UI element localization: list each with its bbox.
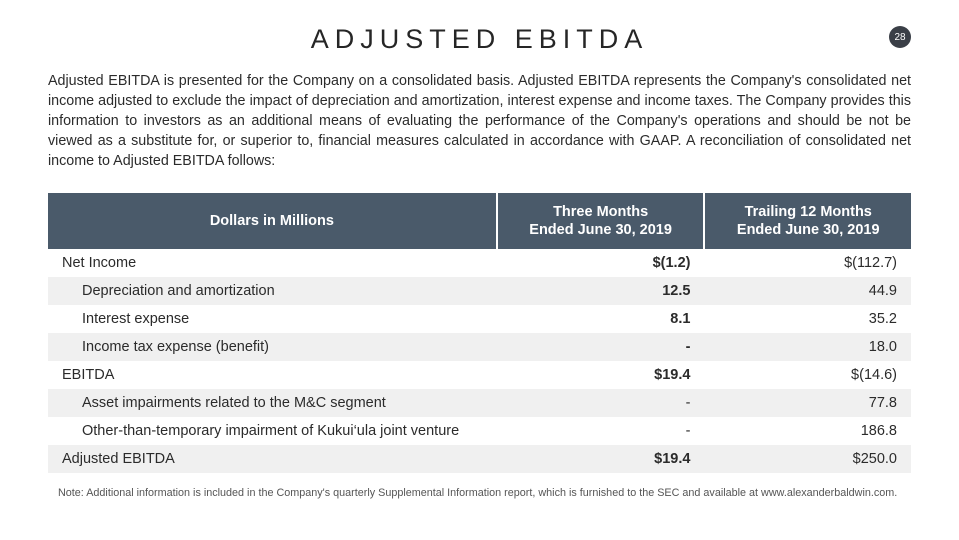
- row-label: Net Income: [48, 249, 497, 277]
- row-value-ttm: $(112.7): [704, 249, 911, 277]
- row-label: Asset impairments related to the M&C seg…: [48, 389, 497, 417]
- row-label: Interest expense: [48, 305, 497, 333]
- page-number: 28: [894, 32, 905, 43]
- row-label: Depreciation and amortization: [48, 277, 497, 305]
- row-value-3mo: 12.5: [497, 277, 705, 305]
- footnote: Note: Additional information is included…: [48, 487, 911, 499]
- row-value-ttm: 186.8: [704, 417, 911, 445]
- slide: 28 ADJUSTED EBITDA Adjusted EBITDA is pr…: [0, 0, 959, 540]
- page-title: ADJUSTED EBITDA: [48, 24, 911, 55]
- row-value-ttm: 77.8: [704, 389, 911, 417]
- table-row: Depreciation and amortization12.544.9: [48, 277, 911, 305]
- row-value-3mo: -: [497, 333, 705, 361]
- row-label: Income tax expense (benefit): [48, 333, 497, 361]
- row-value-ttm: 44.9: [704, 277, 911, 305]
- row-value-3mo: 8.1: [497, 305, 705, 333]
- table-row: Net Income$(1.2)$(112.7): [48, 249, 911, 277]
- page-number-badge: 28: [889, 26, 911, 48]
- col-header-3mo-line1: Three Months: [553, 204, 648, 220]
- table-row: Other-than-temporary impairment of Kukui…: [48, 417, 911, 445]
- row-value-3mo: $19.4: [497, 361, 705, 389]
- row-value-3mo: $(1.2): [497, 249, 705, 277]
- row-value-ttm: 35.2: [704, 305, 911, 333]
- row-value-3mo: -: [497, 417, 705, 445]
- intro-paragraph: Adjusted EBITDA is presented for the Com…: [48, 71, 911, 171]
- row-label: Adjusted EBITDA: [48, 445, 497, 473]
- table-header: Dollars in Millions Three Months Ended J…: [48, 193, 911, 249]
- col-header-label: Dollars in Millions: [48, 193, 497, 249]
- table-row: Asset impairments related to the M&C seg…: [48, 389, 911, 417]
- row-value-3mo: $19.4: [497, 445, 705, 473]
- col-header-ttm: Trailing 12 Months Ended June 30, 2019: [704, 193, 911, 249]
- table-body: Net Income$(1.2)$(112.7)Depreciation and…: [48, 249, 911, 473]
- table-row: Income tax expense (benefit)-18.0: [48, 333, 911, 361]
- row-label: Other-than-temporary impairment of Kukui…: [48, 417, 497, 445]
- col-header-3mo: Three Months Ended June 30, 2019: [497, 193, 705, 249]
- ebitda-table: Dollars in Millions Three Months Ended J…: [48, 193, 911, 473]
- row-label: EBITDA: [48, 361, 497, 389]
- table-row: Adjusted EBITDA$19.4$250.0: [48, 445, 911, 473]
- col-header-ttm-line2: Ended June 30, 2019: [737, 222, 880, 238]
- row-value-ttm: $(14.6): [704, 361, 911, 389]
- row-value-ttm: 18.0: [704, 333, 911, 361]
- table-row: EBITDA$19.4$(14.6): [48, 361, 911, 389]
- row-value-ttm: $250.0: [704, 445, 911, 473]
- row-value-3mo: -: [497, 389, 705, 417]
- col-header-3mo-line2: Ended June 30, 2019: [529, 222, 672, 238]
- col-header-ttm-line1: Trailing 12 Months: [745, 204, 872, 220]
- table-row: Interest expense8.135.2: [48, 305, 911, 333]
